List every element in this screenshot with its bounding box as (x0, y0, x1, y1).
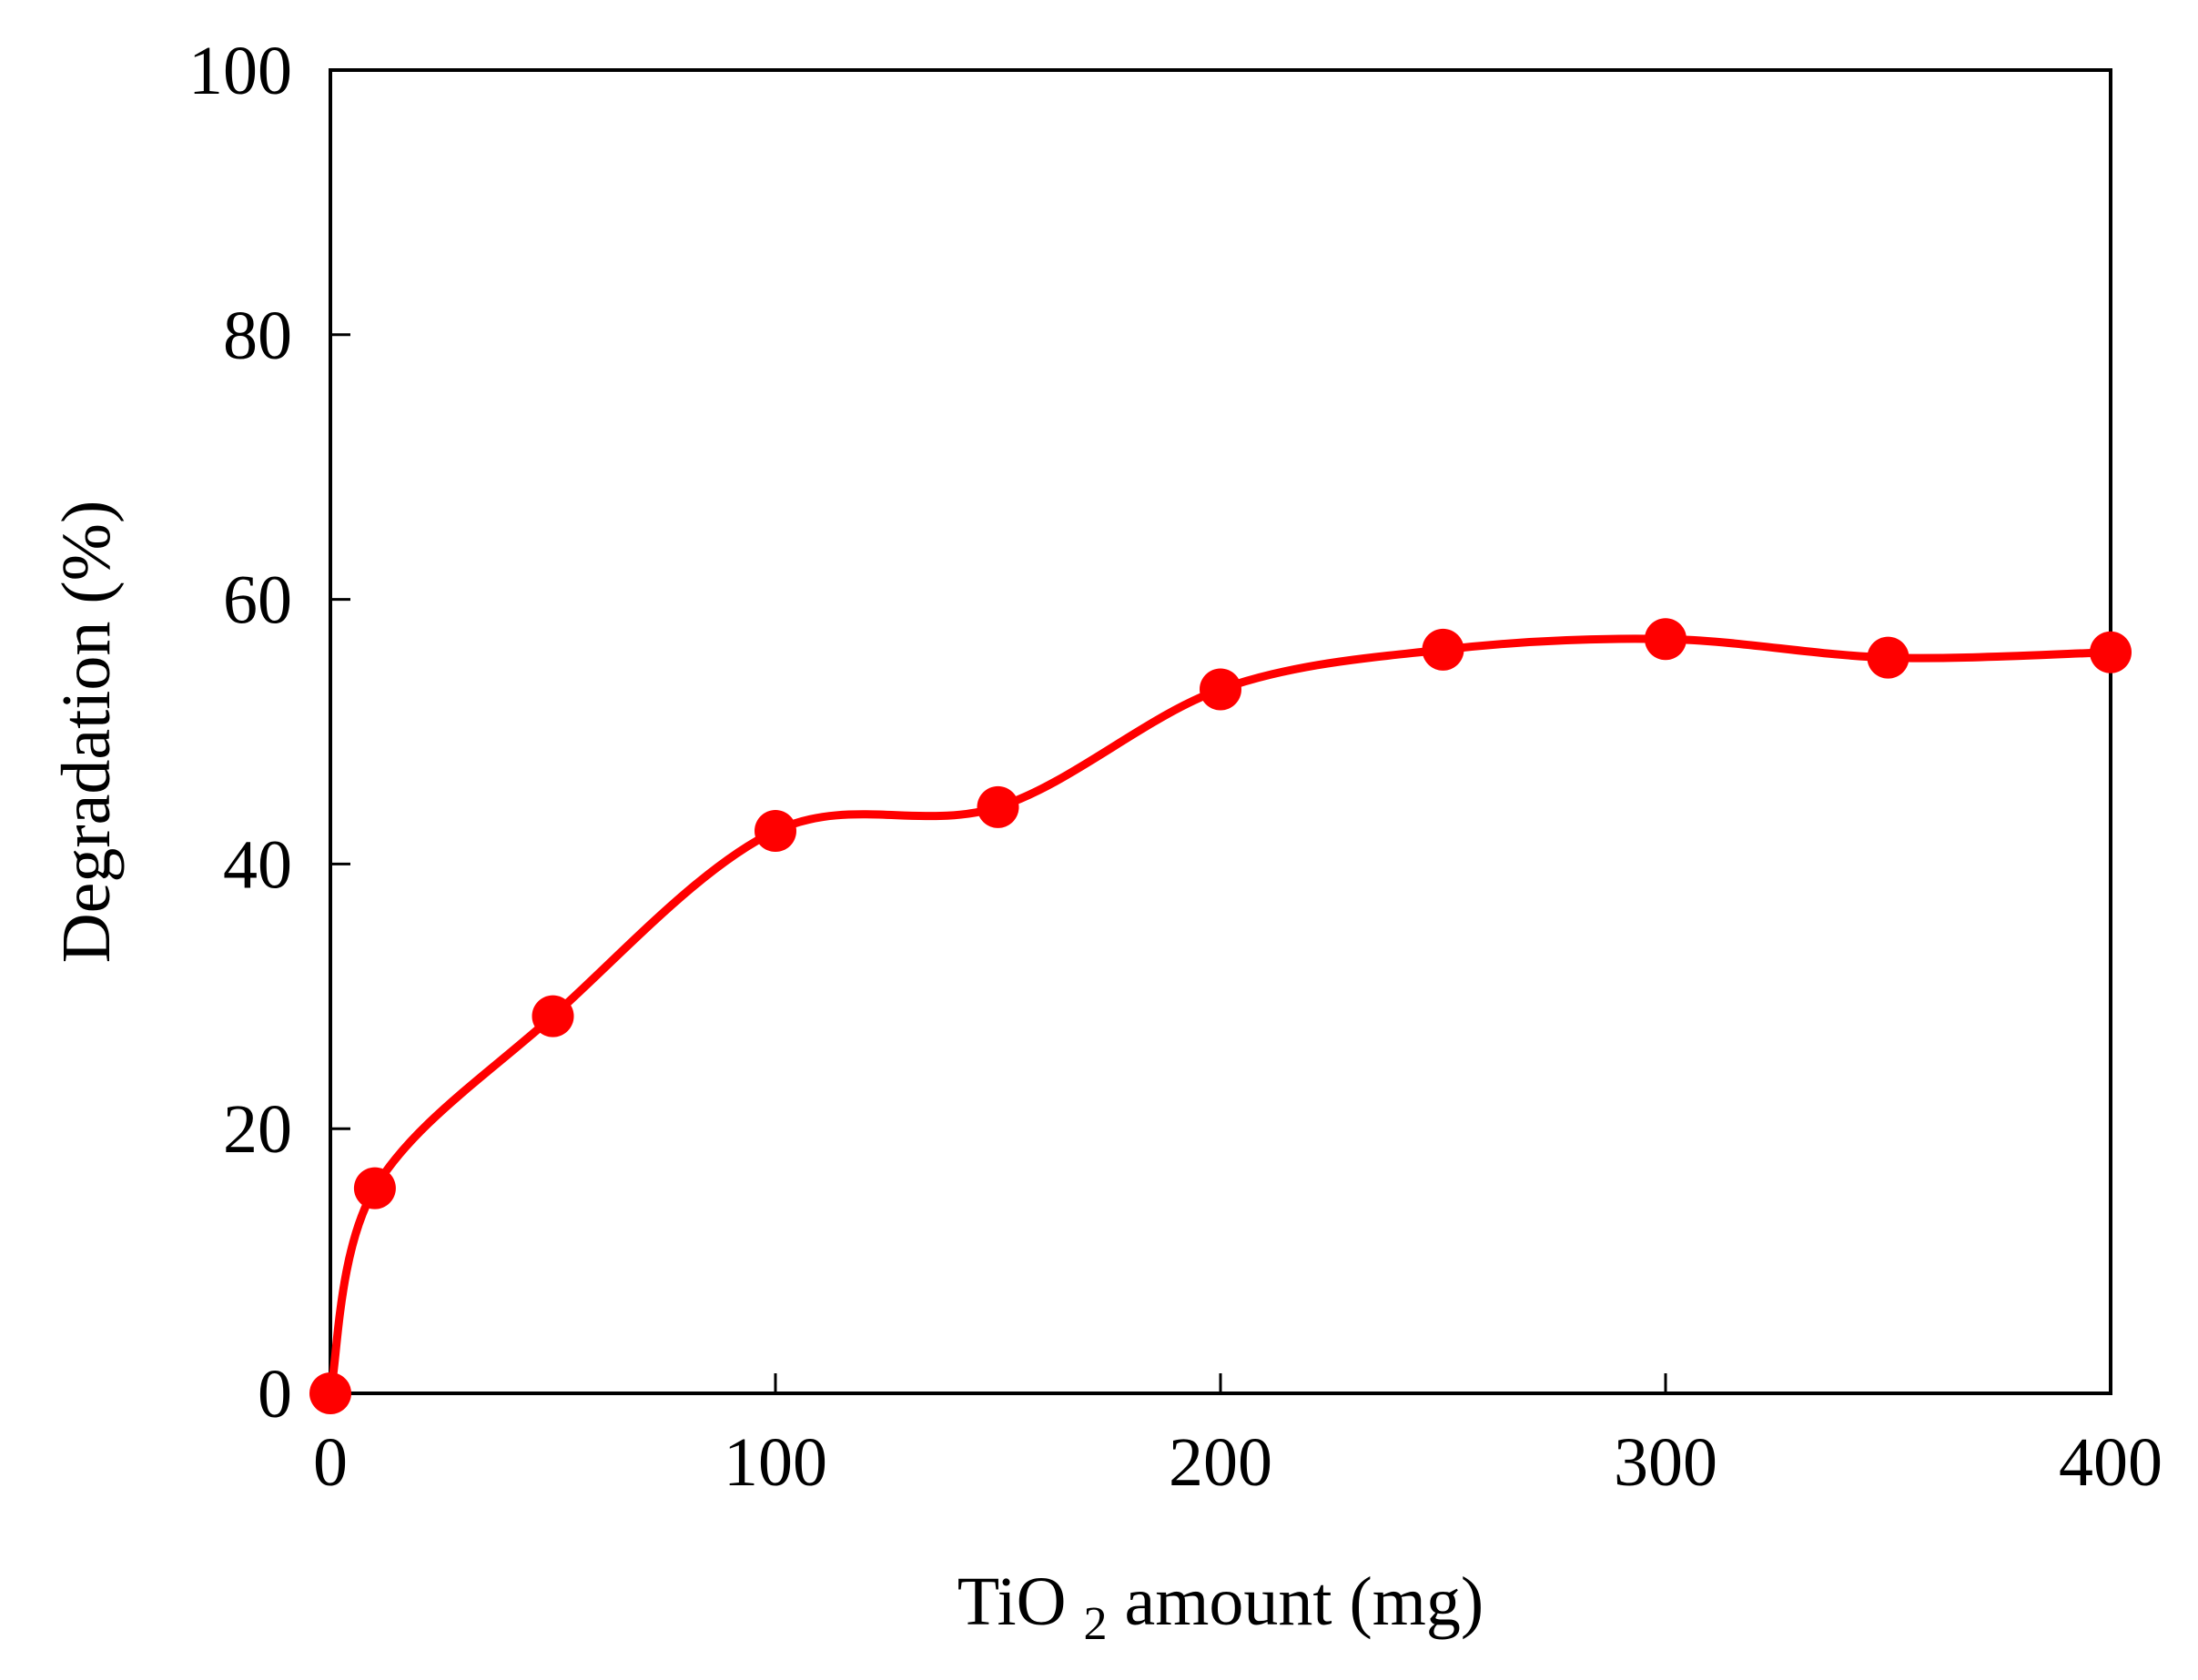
y-tick-label: 40 (223, 826, 292, 903)
series-line (326, 634, 2115, 1398)
y-axis-ticks: 0 20 40 60 80 100 (188, 33, 350, 1432)
x-tick-label: 100 (724, 1424, 827, 1501)
data-point (977, 785, 1019, 828)
data-point (1200, 668, 1241, 711)
y-tick-label: 100 (188, 33, 292, 109)
x-tick-label: 0 (313, 1424, 348, 1501)
data-point (1645, 618, 1686, 661)
y-axis-title: Degradation (%) (48, 501, 125, 964)
x-axis-title: TiO 2 amount (mg) (957, 1564, 1484, 1655)
x-axis-title-part-1: TiO (957, 1564, 1067, 1640)
y-tick-label: 0 (258, 1356, 292, 1432)
x-tick-label: 200 (1169, 1424, 1272, 1501)
data-point (755, 810, 796, 853)
y-tick-label: 20 (223, 1091, 292, 1168)
x-axis-title-subscript: 2 (1084, 1598, 1108, 1650)
data-point (2090, 631, 2132, 673)
data-point (353, 1167, 396, 1209)
plot-frame (329, 68, 2112, 1395)
data-point (532, 995, 574, 1037)
data-point (1422, 628, 1464, 671)
data-point (1867, 636, 1909, 679)
y-tick-label: 80 (223, 298, 292, 374)
y-tick-label: 60 (223, 562, 292, 639)
x-axis-title-part-2: amount (mg) (1125, 1564, 1484, 1640)
series-layer (309, 618, 2132, 1414)
x-axis-ticks: 0 100 200 300 400 (313, 1373, 2163, 1501)
x-tick-label: 300 (1614, 1424, 1717, 1501)
data-point (309, 1372, 351, 1414)
x-tick-label: 400 (2059, 1424, 2163, 1501)
